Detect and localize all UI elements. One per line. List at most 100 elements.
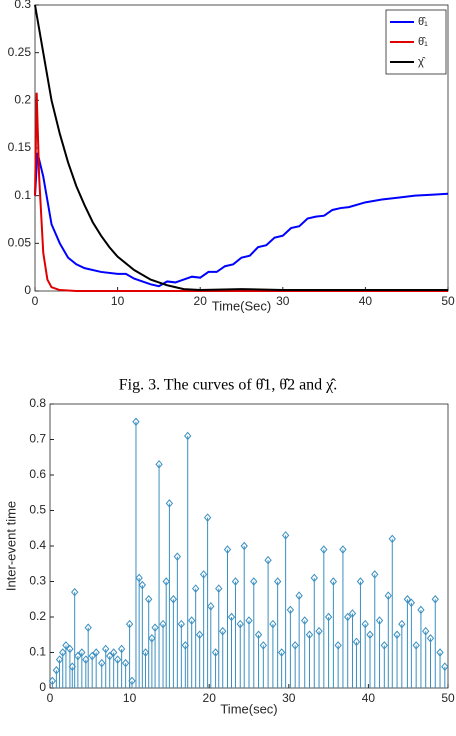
stem-marker <box>291 641 299 650</box>
stem <box>315 626 323 688</box>
stem <box>324 612 333 688</box>
stem-marker <box>348 609 357 618</box>
stem <box>141 648 150 688</box>
stem <box>384 591 392 688</box>
stem-marker <box>173 552 182 561</box>
stem <box>184 431 192 688</box>
y-tick-label: 0.3 <box>29 574 46 588</box>
stem-marker <box>254 630 263 640</box>
stem-marker <box>74 651 82 661</box>
stem-marker <box>380 641 388 650</box>
stem-marker <box>407 598 416 608</box>
stem-marker <box>195 630 204 640</box>
stem-marker <box>84 623 92 632</box>
stem-marker <box>436 648 444 657</box>
stem <box>329 577 338 688</box>
stem <box>188 616 196 688</box>
stem <box>236 619 244 688</box>
stem-marker <box>277 648 286 657</box>
stem-marker <box>315 626 323 636</box>
stem <box>250 577 258 688</box>
stem-marker <box>203 513 212 522</box>
stem-marker <box>211 648 220 657</box>
stem <box>55 655 64 688</box>
stem <box>215 584 223 688</box>
line-series <box>34 152 449 288</box>
stem-marker <box>417 605 425 615</box>
stem <box>344 612 352 688</box>
x-tick-label: 20 <box>194 294 208 308</box>
stem <box>219 626 227 688</box>
x-tick-label: 50 <box>441 294 455 308</box>
stem-marker <box>426 634 435 643</box>
stem <box>407 598 416 688</box>
stem-marker <box>148 634 156 643</box>
stem <box>441 662 449 688</box>
stem-marker <box>352 637 361 647</box>
stem-marker <box>223 545 232 554</box>
stem <box>269 619 277 688</box>
stem <box>352 637 361 688</box>
legend-label: χ̂ <box>418 56 426 68</box>
stem-marker <box>159 619 167 629</box>
stem-marker <box>138 580 146 590</box>
stem-marker <box>250 577 258 586</box>
stem-marker <box>177 619 185 629</box>
stem <box>110 648 118 688</box>
stem <box>66 644 74 688</box>
stem <box>114 655 122 688</box>
stem <box>281 531 290 688</box>
stem <box>398 619 406 688</box>
y-tick-label: 0.6 <box>29 467 46 481</box>
x-tick-label: 0 <box>32 294 39 308</box>
stem <box>74 651 82 688</box>
stem <box>159 619 167 688</box>
stem <box>426 634 435 688</box>
stem <box>366 630 374 688</box>
stem-marker <box>78 648 86 657</box>
y-tick-label: 0.25 <box>8 45 32 59</box>
y-tick-label: 0.5 <box>29 503 46 517</box>
x-tick-label: 50 <box>441 691 455 705</box>
stem <box>301 616 309 688</box>
stem-marker <box>273 577 282 586</box>
stem-marker <box>88 651 96 661</box>
stem-marker <box>384 591 392 600</box>
y-tick-label: 0 <box>24 283 31 297</box>
y-tick-label: 0.7 <box>29 432 46 446</box>
stem <box>417 605 425 688</box>
stem-marker <box>269 619 277 629</box>
stem-marker <box>48 676 57 686</box>
y-tick-label: 0.1 <box>14 188 31 202</box>
stem-marker <box>71 587 79 597</box>
stem-marker <box>207 602 215 611</box>
stem <box>245 616 253 688</box>
x-tick-label: 40 <box>359 294 373 308</box>
stem-marker <box>366 630 374 640</box>
x-axis-label: Time(Sec) <box>212 298 271 313</box>
stem-marker <box>151 623 159 632</box>
stem <box>320 545 328 688</box>
stem <box>59 648 67 688</box>
stem <box>393 630 401 688</box>
stem <box>240 541 248 688</box>
stem-marker <box>188 616 196 625</box>
stem <box>211 648 220 688</box>
stem-marker <box>412 641 420 650</box>
stem <box>286 605 295 688</box>
stem-marker <box>371 570 379 579</box>
x-tick-label: 0 <box>47 691 54 705</box>
stem <box>305 630 314 688</box>
stem-marker <box>393 630 401 640</box>
stem-marker <box>388 534 396 544</box>
y-tick-label: 0.05 <box>8 236 32 250</box>
stem-marker <box>431 594 439 604</box>
stem <box>334 641 342 688</box>
stem <box>48 676 57 688</box>
stem-marker <box>240 541 248 551</box>
stem-marker <box>141 648 150 657</box>
x-tick-label: 10 <box>123 691 137 705</box>
y-tick-label: 0 <box>39 680 46 694</box>
stem <box>117 644 126 688</box>
caption: Fig. 3. The curves of θ̂1, θ̂2 and χ̂. <box>119 377 338 394</box>
